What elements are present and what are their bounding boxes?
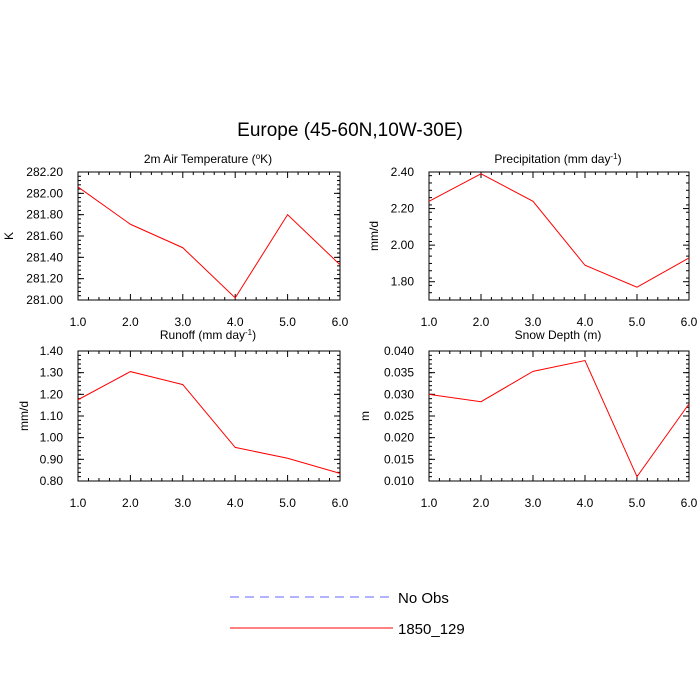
x-tick-label: 1.0 xyxy=(421,496,438,510)
x-tick-label: 4.0 xyxy=(227,496,244,510)
x-tick-label: 2.0 xyxy=(122,315,139,329)
plot-area: 1.0 2.0 3.0 4.0 5.0 6.0 0.80 0.90 1.00 1.10 1.20 1.… xyxy=(40,344,349,510)
series-line-1850_129 xyxy=(428,359,690,478)
x-tick-label: 5.0 xyxy=(629,315,646,329)
plot-area: 1.0 2.0 3.0 4.0 5.0 6.0 0.010 0.015 0.020 0.025 0.… xyxy=(384,344,698,510)
series-line-1850_129 xyxy=(77,371,341,474)
panel-snow-depth: Snow Depth (m) m 1.0 2.0 3.0 4.0 5.0 6.0 0.010… xyxy=(358,328,698,510)
x-tick-label: 3.0 xyxy=(525,315,542,329)
y-tick-label: 1.20 xyxy=(40,387,64,401)
y-tick-label: 1.10 xyxy=(40,409,64,423)
x-tick-label: 4.0 xyxy=(577,496,594,510)
y-tick-label: 281.20 xyxy=(26,272,63,286)
y-tick-label: 1.40 xyxy=(40,344,64,358)
x-tick-label: 5.0 xyxy=(279,315,296,329)
x-tick-label: 1.0 xyxy=(70,496,87,510)
x-tick-label: 3.0 xyxy=(174,496,191,510)
panel-title: Precipitation (mm day-1) xyxy=(494,152,621,166)
y-tick-label: 281.60 xyxy=(26,229,63,243)
y-tick-label: 282.00 xyxy=(26,186,63,200)
y-tick-label: 281.80 xyxy=(26,208,63,222)
x-tick-label: 6.0 xyxy=(681,315,698,329)
series-line-1850_129 xyxy=(428,173,690,288)
y-axis-label: mm/d xyxy=(17,401,31,431)
figure-title: Europe (45-60N,10W-30E) xyxy=(237,120,463,141)
y-tick-label: 1.30 xyxy=(40,366,64,380)
y-tick-label: 0.90 xyxy=(40,452,64,466)
y-tick-label: 0.010 xyxy=(384,474,414,488)
legend-label-1850-129: 1850_129 xyxy=(398,621,465,638)
panel-air-temperature: 2m Air Temperature (oK) K 1.0 2.0 3.0 4.0 5.… xyxy=(2,152,349,329)
panel-title: 2m Air Temperature (oK) xyxy=(144,152,272,166)
y-tick-label: 0.035 xyxy=(384,366,414,380)
x-tick-label: 6.0 xyxy=(332,496,349,510)
y-tick-label: 0.015 xyxy=(384,452,414,466)
y-tick-label: 0.80 xyxy=(40,474,64,488)
y-tick-label: 0.025 xyxy=(384,409,414,423)
panel-title: Runoff (mm day-1) xyxy=(160,328,256,342)
y-tick-label: 2.20 xyxy=(391,202,415,216)
y-tick-label: 1.80 xyxy=(391,275,415,289)
y-axis-label: m xyxy=(358,411,372,421)
y-tick-label: 282.20 xyxy=(26,165,63,179)
x-tick-label: 2.0 xyxy=(122,496,139,510)
y-tick-label: 281.00 xyxy=(26,293,63,307)
plot-frame xyxy=(428,350,690,482)
x-tick-label: 3.0 xyxy=(174,315,191,329)
plot-area: 1.0 2.0 3.0 4.0 5.0 6.0 1.80 2.00 2.20 2.40 xyxy=(391,165,698,329)
y-tick-label: 0.030 xyxy=(384,387,414,401)
x-tick-label: 6.0 xyxy=(332,315,349,329)
y-axis-label: K xyxy=(2,232,16,240)
x-tick-label: 2.0 xyxy=(473,315,490,329)
plot-frame xyxy=(77,171,341,301)
x-tick-label: 2.0 xyxy=(473,496,490,510)
y-tick-label: 0.040 xyxy=(384,344,414,358)
panel-runoff: Runoff (mm day-1) mm/d 1.0 2.0 3.0 4.0 5.0 6.… xyxy=(17,328,349,510)
x-tick-label: 3.0 xyxy=(525,496,542,510)
x-tick-label: 5.0 xyxy=(279,496,296,510)
y-tick-label: 1.00 xyxy=(40,431,64,445)
x-tick-label: 4.0 xyxy=(577,315,594,329)
y-tick-label: 0.020 xyxy=(384,431,414,445)
legend: No Obs 1850_129 xyxy=(230,590,465,638)
plot-area: 1.0 2.0 3.0 4.0 5.0 6.0 281.00 281.20 281.40 281.… xyxy=(26,165,348,329)
plot-frame xyxy=(428,171,690,301)
y-tick-label: 281.40 xyxy=(26,250,63,264)
x-tick-label: 5.0 xyxy=(629,496,646,510)
y-axis-label: mm/d xyxy=(367,221,381,251)
legend-label-no-obs: No Obs xyxy=(398,590,449,607)
x-tick-label: 4.0 xyxy=(227,315,244,329)
y-tick-label: 2.00 xyxy=(391,238,415,252)
panel-precipitation: Precipitation (mm day-1) mm/d 1.0 2.0 3.0 4… xyxy=(367,152,698,329)
x-tick-label: 1.0 xyxy=(421,315,438,329)
x-tick-label: 1.0 xyxy=(70,315,87,329)
panel-title: Snow Depth (m) xyxy=(515,328,602,342)
y-tick-label: 2.40 xyxy=(391,165,415,179)
series-line-1850_129 xyxy=(77,186,341,299)
x-tick-label: 6.0 xyxy=(681,496,698,510)
